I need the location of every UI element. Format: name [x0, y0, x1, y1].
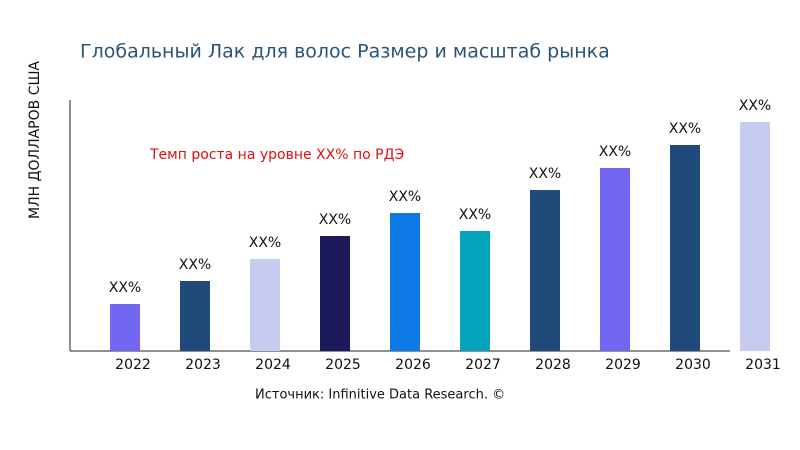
- value-label: XX%: [599, 144, 631, 160]
- y-axis-label: МЛН ДОЛЛАРОВ США: [27, 61, 43, 219]
- x-tick-label: 2022: [115, 357, 151, 373]
- x-tick-label: 2027: [465, 357, 501, 373]
- source: Источник: Infinitive Data Research. ©: [255, 388, 505, 403]
- bar: [460, 231, 490, 351]
- x-tick-label: 2023: [185, 357, 221, 373]
- bar: [320, 236, 350, 351]
- bar: [250, 259, 280, 351]
- value-label: XX%: [249, 235, 281, 251]
- bar: [670, 145, 700, 351]
- bar: [180, 281, 210, 351]
- x-tick-label: 2028: [535, 357, 571, 373]
- value-label: XX%: [669, 121, 701, 137]
- bar: [530, 190, 560, 351]
- value-label: XX%: [529, 166, 561, 182]
- value-label: XX%: [109, 280, 141, 296]
- value-label: XX%: [739, 98, 771, 114]
- value-label: XX%: [459, 207, 491, 223]
- x-tick-label: 2030: [675, 357, 711, 373]
- value-label: XX%: [319, 212, 351, 228]
- x-tick-label: 2026: [395, 357, 431, 373]
- bar: [740, 122, 770, 351]
- value-label: XX%: [389, 189, 421, 205]
- bar: [600, 168, 630, 351]
- x-tick-label: 2029: [605, 357, 641, 373]
- x-tick-label: 2024: [255, 357, 291, 373]
- bar: [390, 213, 420, 351]
- x-tick-label: 2025: [325, 357, 361, 373]
- bar: [110, 304, 140, 351]
- annotation: Темп роста на уровне XX% по РДЭ: [149, 147, 404, 163]
- value-label: XX%: [179, 257, 211, 273]
- x-tick-label: 2031: [745, 357, 781, 373]
- chart-title: Глобальный Лак для волос Размер и масшта…: [80, 41, 610, 63]
